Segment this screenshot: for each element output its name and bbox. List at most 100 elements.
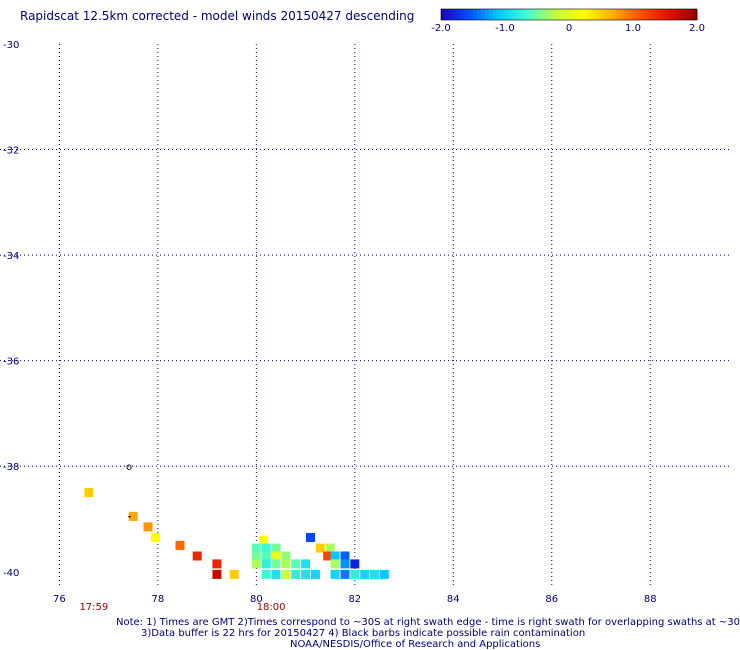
lat-tick-label: -36: [3, 357, 19, 368]
wind-cell: [281, 559, 291, 569]
wind-cell: [150, 533, 160, 542]
wind-cell: [271, 543, 281, 553]
wind-cell: [192, 551, 202, 561]
lon-tick-label: 78: [151, 594, 164, 605]
wind-cell: [143, 522, 153, 532]
wind-cell: [360, 569, 370, 579]
lon-tick-label: 84: [447, 594, 460, 605]
colorbar-swatch: [561, 9, 566, 20]
wind-cell: [271, 559, 281, 569]
wind-cell: [281, 569, 291, 579]
colorbar-swatch: [529, 9, 534, 20]
colorbar-tick-label: -2.0: [431, 23, 451, 34]
wind-cell: [340, 569, 350, 579]
footnote-line-1: Note: 1) Times are GMT 2)Times correspon…: [116, 617, 740, 628]
colorbar-swatch: [489, 9, 494, 20]
wind-cell: [261, 543, 271, 553]
colorbar-tick-label: -1.0: [495, 23, 515, 34]
colorbar-swatch: [569, 9, 574, 20]
colorbar-swatch: [461, 9, 466, 20]
colorbar-swatch: [641, 9, 646, 20]
colorbar-swatch: [657, 9, 662, 20]
wind-cell: [306, 533, 315, 542]
colorbar: -2.0 -1.0 0 1.0 2.0: [431, 8, 705, 34]
wind-cell: [350, 569, 360, 579]
wind-cell: [330, 569, 340, 579]
colorbar-swatch: [541, 9, 546, 20]
colorbar-swatch: [653, 9, 658, 20]
wind-cell: [370, 569, 379, 579]
colorbar-swatch: [445, 9, 450, 20]
colorbar-swatch: [493, 9, 498, 20]
wind-cell: [261, 569, 271, 579]
colorbar-swatch: [565, 9, 570, 20]
wind-cell: [251, 543, 261, 553]
colorbar-swatch: [553, 9, 558, 20]
colorbar-swatch: [617, 9, 622, 20]
lat-tick-label: -32: [3, 146, 19, 157]
wind-cell: [330, 559, 340, 569]
time-label: 17:59: [79, 602, 108, 613]
colorbar-swatch: [589, 9, 594, 20]
lon-tick-label: 76: [53, 594, 66, 605]
time-label: 18:00: [257, 602, 286, 613]
wind-cells: [84, 488, 389, 579]
map-grid: [0, 44, 729, 585]
wind-cell: [271, 551, 281, 561]
lat-tick-label: -38: [3, 462, 19, 473]
wind-cell: [291, 559, 301, 569]
wind-cell: [315, 543, 325, 553]
colorbar-swatch: [449, 9, 454, 20]
colorbar-swatch: [517, 9, 522, 20]
lat-tick-label: -30: [3, 40, 19, 51]
wind-cell: [271, 569, 281, 579]
colorbar-swatch: [585, 9, 590, 20]
colorbar-swatch: [509, 9, 514, 20]
colorbar-swatch: [485, 9, 490, 20]
wind-cell: [251, 551, 261, 561]
colorbar-swatch: [537, 9, 542, 20]
colorbar-swatch: [533, 9, 538, 20]
colorbar-swatch: [557, 9, 562, 20]
colorbar-swatch: [481, 9, 486, 20]
footnote-line-2: 3)Data buffer is 22 hrs for 20150427 4) …: [141, 628, 586, 639]
colorbar-swatch: [525, 9, 530, 20]
lon-tick-label: 82: [348, 594, 361, 605]
colorbar-swatch: [629, 9, 634, 20]
colorbar-swatch: [677, 9, 682, 20]
colorbar-swatch: [581, 9, 586, 20]
colorbar-swatch: [625, 9, 630, 20]
lon-tick-label: 88: [644, 594, 657, 605]
colorbar-swatch: [545, 9, 550, 20]
rain-marks: o: [126, 462, 132, 518]
wind-cell: [301, 569, 311, 579]
colorbar-swatch: [665, 9, 670, 20]
colorbar-swatch: [673, 9, 678, 20]
colorbar-swatch: [633, 9, 638, 20]
colorbar-swatch: [549, 9, 554, 20]
colorbar-frame: [440, 8, 698, 21]
wind-cell: [301, 559, 311, 569]
colorbar-swatch: [637, 9, 642, 20]
colorbar-swatch: [645, 9, 650, 20]
colorbar-swatch: [577, 9, 582, 20]
wind-cell: [84, 488, 94, 498]
colorbar-swatch: [477, 9, 482, 20]
colorbar-swatch: [613, 9, 618, 20]
colorbar-swatch: [465, 9, 470, 20]
colorbar-tick-label: 2.0: [689, 23, 705, 34]
wind-cell: [259, 535, 269, 545]
wind-cell: [310, 569, 320, 579]
lat-tick-label: -40: [3, 568, 19, 579]
colorbar-swatch: [669, 9, 674, 20]
wind-cell: [175, 540, 185, 550]
colorbar-swatch: [693, 9, 698, 20]
wind-cell: [323, 551, 333, 561]
colorbar-swatch: [593, 9, 598, 20]
wind-cell: [291, 569, 301, 579]
colorbar-swatch: [649, 9, 654, 20]
colorbar-swatch: [681, 9, 686, 20]
map-title: Rapidscat 12.5km corrected - model winds…: [20, 9, 415, 23]
wind-cell: [261, 551, 271, 561]
